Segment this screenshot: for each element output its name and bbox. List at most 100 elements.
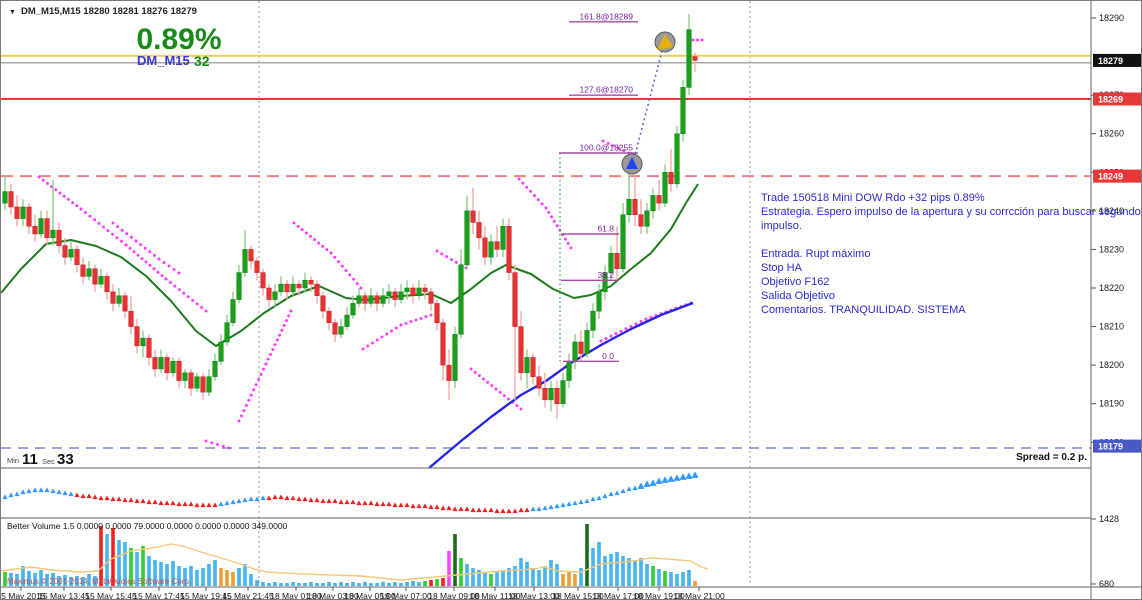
band-dot — [469, 367, 473, 371]
band-dot — [247, 398, 251, 402]
candle-countdown: Min 11 Sec 33 — [7, 451, 74, 468]
band-dot — [129, 235, 133, 239]
band-dot — [111, 232, 114, 236]
volume-pane-bars — [1, 524, 709, 586]
volume-bar — [603, 556, 607, 586]
band-dot — [157, 257, 161, 261]
oscillator-dot — [242, 497, 248, 503]
oscillator-dot — [338, 499, 344, 505]
time-tick-label: 15 May 15:45 — [85, 591, 137, 600]
candle-body — [266, 287, 272, 300]
volume-bar — [213, 560, 217, 586]
candle-body — [188, 372, 194, 389]
band-dot — [517, 177, 521, 181]
candle-body — [362, 295, 368, 304]
band-dot — [606, 141, 610, 145]
oscillator-dot — [470, 507, 476, 513]
band-dot — [75, 204, 79, 208]
candle-body — [104, 276, 110, 293]
band-dot — [156, 270, 160, 274]
band-dot — [355, 282, 359, 286]
volume-bar — [123, 542, 127, 586]
oscillator-dot — [476, 507, 482, 513]
band-dot — [195, 302, 199, 306]
horizontal-lines[interactable] — [1, 54, 1091, 449]
candle-body — [494, 241, 500, 250]
candle-body — [248, 249, 254, 262]
oscillator-dot — [14, 491, 20, 497]
volume-bar — [309, 582, 313, 586]
candle-body — [236, 272, 242, 300]
candle-body — [614, 253, 620, 269]
oscillator-dot — [548, 504, 554, 510]
volume-bar — [447, 551, 451, 586]
trade-objects[interactable] — [621, 31, 676, 175]
volume-bar — [687, 570, 691, 586]
band-dot — [278, 333, 282, 337]
candle-body — [218, 341, 224, 362]
candle-body — [164, 357, 170, 374]
band-dot — [399, 323, 403, 327]
band-dot — [394, 326, 398, 330]
volume-bar — [51, 573, 55, 586]
band-dot — [106, 229, 110, 233]
band-dot — [380, 335, 384, 339]
band-dot — [120, 239, 123, 243]
candle-body — [320, 295, 326, 312]
oscillator-dot — [446, 505, 452, 511]
band-dot — [269, 352, 273, 356]
volume-bar — [633, 560, 637, 586]
countdown-min-label: Min — [7, 456, 19, 465]
trade-trajectory-line[interactable] — [633, 50, 663, 160]
band-dot — [144, 260, 148, 264]
volume-bar — [387, 583, 391, 586]
band-dot — [419, 316, 423, 320]
band-dot — [289, 309, 293, 313]
band-dot — [167, 264, 171, 268]
candle-body — [632, 199, 638, 215]
oscillator-dot — [302, 496, 308, 502]
volume-bar — [465, 564, 469, 586]
volume-bar — [9, 573, 13, 586]
band-dots — [37, 38, 704, 450]
oscillator-dot — [224, 500, 230, 506]
band-dot — [566, 242, 570, 246]
band-dot — [37, 175, 41, 179]
dropdown-icon[interactable]: ▼ — [9, 9, 16, 16]
band-dot — [177, 271, 181, 275]
fib-level-label: 0.0 — [602, 351, 614, 361]
volume-bar — [363, 582, 367, 586]
volume-bar — [15, 574, 19, 586]
fibonacci-levels[interactable]: 161.8@18289 127.6@18270 100.0@18255 61.8 38.… — [559, 11, 638, 362]
band-dot — [186, 295, 190, 299]
candle-body — [644, 210, 650, 227]
oscillator-dot — [392, 502, 398, 508]
volume-bar — [255, 580, 259, 586]
band-dot — [296, 224, 300, 228]
candle-body — [326, 310, 332, 323]
oscillator-dot — [188, 501, 194, 507]
annotation-line: Comentarios. TRANQUILIDAD. SISTEMA — [761, 304, 966, 316]
volume-bar — [429, 580, 433, 586]
candle-body — [428, 291, 434, 304]
volume-bar — [459, 558, 463, 586]
oscillator-pane-dots — [2, 471, 699, 514]
candle-body — [410, 287, 416, 296]
volume-bar — [273, 582, 277, 586]
oscillator-dot — [152, 499, 158, 505]
band-dot — [111, 221, 115, 225]
candle-body — [68, 249, 74, 258]
oscillator-dot — [326, 498, 332, 504]
oscillator-dot — [62, 490, 68, 496]
oscillator-dot — [2, 494, 8, 500]
price-tick-label: 18220 — [1099, 283, 1124, 293]
price-badge-label: 18279 — [1098, 56, 1123, 66]
band-dot — [134, 239, 138, 243]
oscillator-dot — [158, 500, 164, 506]
candle-body — [20, 206, 26, 219]
candle-body — [386, 291, 392, 296]
band-dot — [634, 322, 638, 326]
oscillator-dot — [266, 495, 272, 501]
